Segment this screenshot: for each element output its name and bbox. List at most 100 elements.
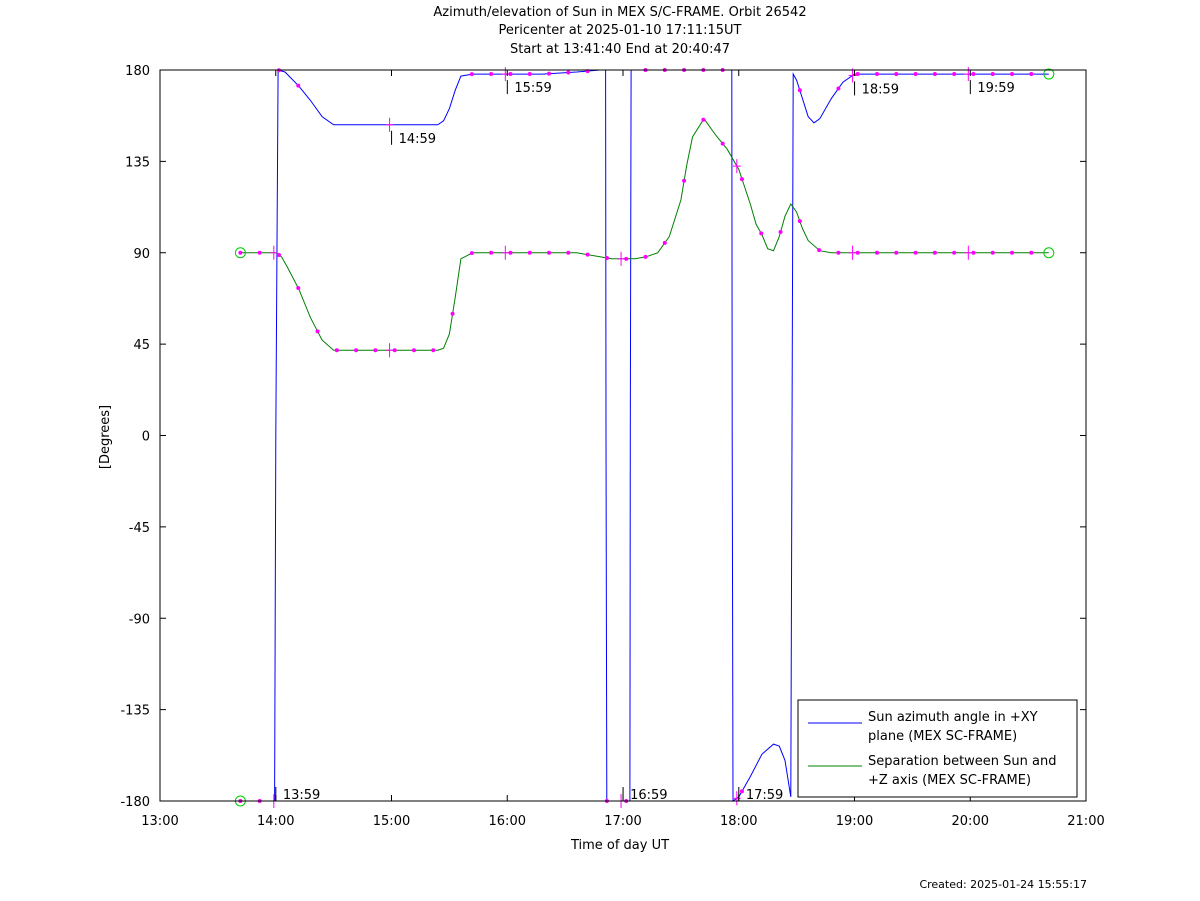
series-marker (875, 250, 880, 255)
series-marker (450, 311, 455, 316)
series-marker (315, 329, 320, 334)
y-tick-label: 90 (133, 247, 150, 262)
series-marker (797, 88, 802, 93)
series-marker (894, 250, 899, 255)
series-marker (894, 72, 899, 77)
series-marker (913, 250, 918, 255)
endpoint-marker (234, 247, 246, 259)
series-line-azimuth (240, 69, 1049, 802)
series-marker (334, 348, 339, 353)
series-marker (739, 789, 744, 794)
series-marker (547, 250, 552, 255)
endpoint-marker (1043, 68, 1055, 80)
series-marker (855, 250, 860, 255)
series-marker (990, 250, 995, 255)
series-marker (682, 178, 687, 183)
series-marker (855, 72, 860, 77)
x-tick-label: 13:00 (141, 814, 178, 829)
legend-box (797, 699, 1078, 798)
time-annotation-label: 19:59 (977, 81, 1014, 96)
series-marker (643, 254, 648, 259)
y-tick-label: 45 (133, 338, 150, 353)
y-axis-label: [Degrees] (98, 405, 113, 469)
created-timestamp: Created: 2025-01-24 15:55:17 (919, 878, 1087, 891)
series-marker (662, 240, 667, 245)
series-marker (875, 72, 880, 77)
series-marker (720, 141, 725, 146)
series-marker (932, 72, 937, 77)
series-marker (759, 231, 764, 236)
series-marker (469, 251, 474, 256)
x-tick-label: 19:00 (836, 814, 873, 829)
series-marker (412, 348, 417, 353)
series-marker (604, 256, 609, 261)
x-tick-label: 18:00 (720, 814, 757, 829)
series-marker (739, 177, 744, 182)
x-tick-label: 21:00 (1067, 814, 1104, 829)
series-marker (489, 72, 494, 77)
axes: 13:00 14:00 15:00 16:00 17:00 18:00 19:00 20:00… (120, 64, 1104, 829)
series-marker (354, 348, 359, 353)
series-marker (296, 286, 301, 291)
series-marker (489, 250, 494, 255)
chart-title-line-3: Start at 13:41:40 End at 20:40:47 (509, 42, 731, 57)
series-marker (797, 219, 802, 224)
time-annotation-label: 17:59 (746, 788, 783, 803)
x-axis-label: Time of day UT (570, 838, 669, 853)
series-marker (971, 250, 976, 255)
y-tick-label: -135 (120, 704, 150, 719)
series-marker (373, 348, 378, 353)
x-tick-label: 20:00 (952, 814, 989, 829)
legend-label-separation-line-2: +Z axis (MEX SC-FRAME) (868, 773, 1031, 788)
series-marker (431, 348, 436, 353)
series-marker (508, 250, 513, 255)
y-tick-label: 0 (142, 430, 150, 445)
legend-label-azimuth-line-1: Sun azimuth angle in +XY (868, 710, 1038, 725)
series-marker (952, 72, 957, 77)
series-marker (1029, 72, 1034, 77)
series-marker (508, 72, 513, 77)
legend: Sun azimuth angle in +XY plane (MEX SC-F… (797, 699, 1078, 798)
plot-frame (159, 69, 1087, 802)
x-tick-label: 17:00 (604, 814, 641, 829)
series-marker (701, 117, 706, 122)
series-marker (527, 250, 532, 255)
series-marker (971, 72, 976, 77)
series-marker (469, 72, 474, 77)
series-marker (547, 71, 552, 76)
series-marker (1010, 72, 1015, 77)
time-annotation-label: 15:59 (514, 81, 551, 96)
series-marker (1010, 250, 1015, 255)
x-tick-label: 16:00 (489, 814, 526, 829)
series-marker (836, 250, 841, 255)
series-marker (566, 250, 571, 255)
time-annotation-label: 16:59 (630, 788, 667, 803)
series-marker (624, 256, 629, 261)
series-marker (836, 86, 841, 91)
x-tick-label: 15:00 (373, 814, 410, 829)
series-marker (392, 348, 397, 353)
time-annotation-label: 13:59 (283, 788, 320, 803)
series-marker (952, 250, 957, 255)
series-marker (527, 72, 532, 77)
series-marker (566, 70, 571, 75)
series-marker (296, 83, 301, 88)
y-tick-label: 135 (125, 155, 150, 170)
series-marker (585, 252, 590, 257)
chart-title-line-1: Azimuth/elevation of Sun in MEX S/C-FRAM… (433, 5, 807, 20)
series-marker (913, 72, 918, 77)
plot-marks: 13:59 14:59 15:59 16:59 17:59 18:59 19:59 (234, 67, 1055, 808)
chart-title-line-2: Pericenter at 2025-01-10 17:11:15UT (498, 23, 742, 38)
y-tick-label: 180 (125, 64, 150, 79)
series-line-separation (240, 117, 1049, 351)
y-tick-label: -90 (129, 612, 150, 627)
legend-label-azimuth-line-2: plane (MEX SC-FRAME) (868, 729, 1017, 744)
series-marker (1029, 250, 1034, 255)
time-annotation-label: 18:59 (862, 82, 899, 97)
series-marker (990, 72, 995, 77)
series-marker (238, 250, 243, 255)
series-marker (932, 250, 937, 255)
series-marker (778, 230, 783, 235)
series-marker (257, 250, 262, 255)
endpoint-marker (1043, 247, 1055, 259)
